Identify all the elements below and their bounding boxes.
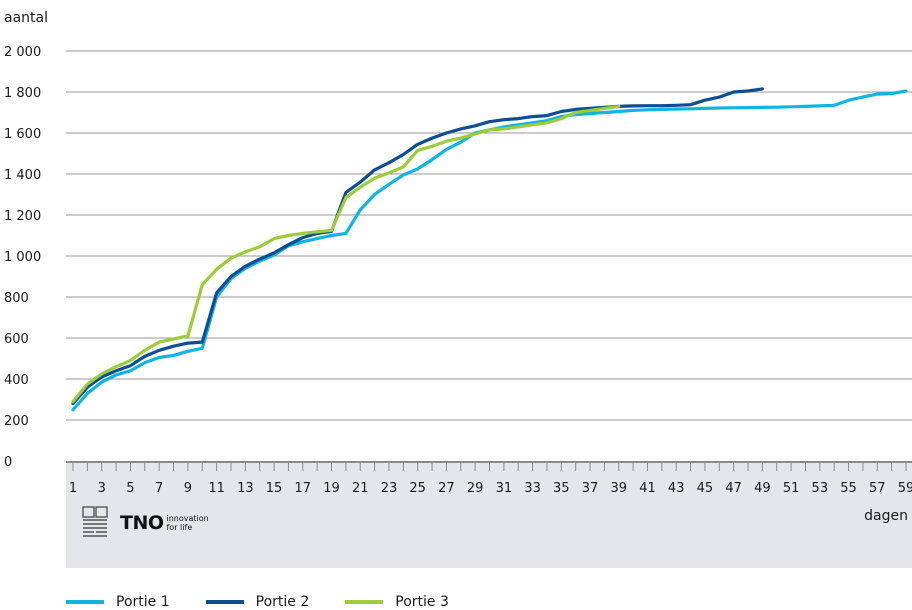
y-tick-label: 1 800 xyxy=(4,86,41,101)
x-tick-label: 21 xyxy=(352,481,369,496)
x-tick-label: 1 xyxy=(69,481,77,496)
legend-item-1: Portie 1 xyxy=(66,594,170,610)
legend-label: Portie 3 xyxy=(395,594,449,610)
series-line-1 xyxy=(71,89,908,412)
gridlines xyxy=(66,50,912,421)
cbs-tno-logo: TNO innovation for life xyxy=(82,506,209,540)
x-tick-label: 9 xyxy=(184,481,192,496)
legend-swatch xyxy=(345,600,384,604)
legend-swatch xyxy=(205,600,244,604)
x-axis-band xyxy=(66,462,912,568)
tno-wordmark: TNO xyxy=(120,512,164,534)
legend-swatch xyxy=(66,600,104,604)
x-tick-label: 7 xyxy=(155,481,163,496)
x-tick-label: 59 xyxy=(898,481,912,496)
y-tick-label: 1 600 xyxy=(4,127,41,142)
y-tick-label: 1 000 xyxy=(4,250,41,265)
legend-label: Portie 1 xyxy=(116,594,170,610)
legend-item-3: Portie 3 xyxy=(345,594,449,610)
x-tick-label: 31 xyxy=(496,481,513,496)
legend-item-2: Portie 2 xyxy=(205,594,310,610)
series-line-2 xyxy=(71,87,765,406)
x-tick-label: 19 xyxy=(323,481,340,496)
x-tick-label: 51 xyxy=(783,481,800,496)
x-tick-label: 33 xyxy=(524,481,541,496)
x-tick-label: 17 xyxy=(295,481,312,496)
x-tick-label: 43 xyxy=(668,481,685,496)
x-tick-label: 37 xyxy=(582,481,599,496)
y-tick-label: 200 xyxy=(4,414,29,429)
series-line-3 xyxy=(71,104,621,404)
x-tick-label: 23 xyxy=(381,481,398,496)
x-tick-label: 25 xyxy=(409,481,426,496)
y-tick-label: 2 000 xyxy=(4,45,41,60)
tno-tagline-line1: innovation xyxy=(166,514,209,523)
x-tick-label: 11 xyxy=(208,481,225,496)
x-ticks: 1 3 5 7 9 11 13 15 17 19 21 23 25 27 29 31 33 35 37 39 41 43 4… xyxy=(66,461,912,496)
y-tick-label: 600 xyxy=(4,332,29,347)
x-tick-label: 39 xyxy=(610,481,627,496)
y-tick-label: 1 200 xyxy=(4,209,41,224)
x-tick-label: 41 xyxy=(639,481,656,496)
cbs-logo-icon xyxy=(82,506,108,537)
y-tick-label: 0 xyxy=(4,455,12,470)
tno-tagline-line2: for life xyxy=(166,523,193,532)
legend: Portie 1 Portie 2 Portie 3 xyxy=(66,594,485,610)
line-chart: 0 200 400 600 800 1 000 1 200 1 400 1 600 1 800 2 … xyxy=(4,10,912,568)
x-tick-label: 57 xyxy=(869,481,886,496)
y-tick-label: 1 400 xyxy=(4,168,41,183)
x-tick-label: 13 xyxy=(237,481,254,496)
y-axis-label: aantal xyxy=(4,10,48,26)
y-tick-label: 800 xyxy=(4,291,29,306)
x-tick-label: 3 xyxy=(98,481,106,496)
x-tick-label: 49 xyxy=(754,481,771,496)
x-tick-label: 5 xyxy=(126,481,134,496)
x-tick-label: 27 xyxy=(438,481,455,496)
tno-tagline: innovation for life xyxy=(167,514,209,532)
legend-label: Portie 2 xyxy=(255,594,310,610)
x-tick-label: 53 xyxy=(812,481,829,496)
x-axis-label: dagen xyxy=(864,508,908,524)
series-lines xyxy=(71,87,908,412)
x-tick-label: 55 xyxy=(840,481,857,496)
x-tick-label: 47 xyxy=(725,481,742,496)
x-tick-label: 35 xyxy=(553,481,570,496)
x-tick-label: 15 xyxy=(266,481,283,496)
x-tick-label: 29 xyxy=(467,481,484,496)
y-tick-labels: 0 200 400 600 800 1 000 1 200 1 400 1 600 1 800 2 … xyxy=(4,45,41,470)
y-tick-label: 400 xyxy=(4,373,29,388)
x-tick-label: 45 xyxy=(697,481,714,496)
